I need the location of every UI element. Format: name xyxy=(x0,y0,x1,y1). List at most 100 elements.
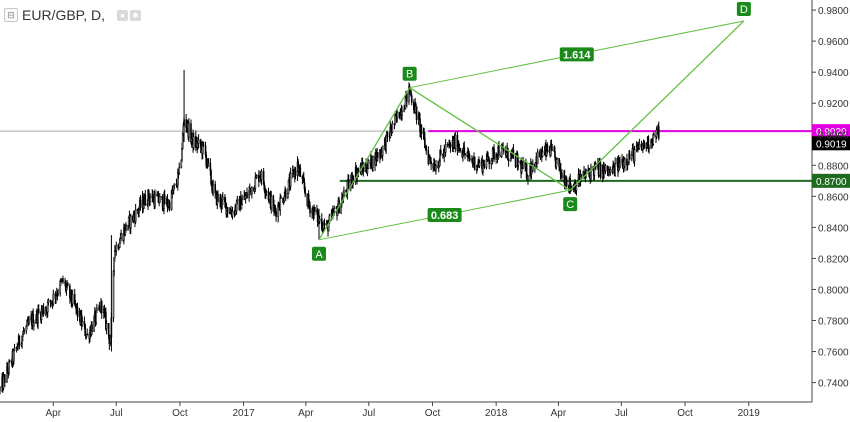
candle-body xyxy=(638,143,641,149)
candle-body xyxy=(420,125,423,134)
candle-body xyxy=(107,322,110,336)
candle-body xyxy=(536,151,539,164)
y-tick-label: 0.8200 xyxy=(818,254,849,265)
y-tick-label: 0.9400 xyxy=(818,68,849,79)
y-tick-label: 0.8800 xyxy=(818,161,849,172)
candle-body xyxy=(648,147,650,150)
candle-body xyxy=(139,199,142,208)
candle-body xyxy=(604,165,607,172)
x-tick-label: 2017 xyxy=(232,408,255,419)
candle-body xyxy=(599,163,602,178)
point-label: D xyxy=(740,4,748,16)
candle-body xyxy=(366,168,369,174)
candle-body xyxy=(396,111,398,119)
candle-body xyxy=(444,144,447,153)
candle-body xyxy=(231,210,234,217)
chart-header: ⊟ EUR/GBP, D, ● ✱ xyxy=(4,6,141,24)
candle-body xyxy=(347,179,350,189)
candle-body xyxy=(188,123,190,138)
candle-body xyxy=(4,374,6,383)
candle-body xyxy=(517,160,520,166)
candle-body xyxy=(37,309,40,313)
candle-body xyxy=(401,111,403,116)
point-badge xyxy=(402,66,417,81)
candle-body xyxy=(120,233,122,239)
candle-body xyxy=(473,156,476,170)
candle-body xyxy=(33,322,35,326)
candle-body xyxy=(415,106,418,121)
candle-body xyxy=(309,205,311,214)
collapse-icon[interactable]: ⊟ xyxy=(4,8,18,22)
candle-body xyxy=(287,193,289,199)
candle-body xyxy=(254,177,257,190)
candle-body xyxy=(323,223,326,226)
point-label: A xyxy=(315,249,323,261)
candle-body xyxy=(26,320,28,327)
candle-body xyxy=(71,294,74,305)
candle-body xyxy=(129,215,132,229)
settings-icon[interactable]: ✱ xyxy=(130,9,141,21)
candle-body xyxy=(52,293,55,305)
point-label: C xyxy=(566,199,574,211)
candle-body xyxy=(76,307,79,317)
candle-body xyxy=(202,142,205,146)
x-tick-label: Jul xyxy=(362,408,375,419)
candle-body xyxy=(181,147,183,161)
candle-body xyxy=(454,135,457,149)
last-price-label: 0.9019 xyxy=(816,139,847,150)
candle-body xyxy=(410,95,413,103)
last-price-tag xyxy=(812,136,850,151)
candle-body xyxy=(294,170,297,176)
axis-labels: 0.7400 0.7600 0.7800 0.8000 0.8200 0.8400 0.86… xyxy=(46,6,850,419)
candle-body xyxy=(62,278,64,283)
pattern-leg xyxy=(318,87,411,241)
candle-body xyxy=(541,151,544,157)
candle-body xyxy=(197,139,200,144)
candle-body xyxy=(507,159,510,162)
candle-body xyxy=(463,147,466,154)
candle-body xyxy=(394,114,396,125)
candle-body xyxy=(144,194,147,206)
candle-body xyxy=(425,146,428,151)
candle-body xyxy=(185,119,187,129)
point-badge xyxy=(312,246,327,261)
candle-body xyxy=(13,347,16,351)
candle-body xyxy=(178,166,181,174)
candle-body xyxy=(430,161,432,165)
candle-body xyxy=(23,330,26,333)
candle-body xyxy=(653,133,655,136)
candle-body xyxy=(512,149,515,156)
candle-body xyxy=(127,216,130,226)
candle-body xyxy=(464,152,466,156)
candle-body xyxy=(125,224,127,231)
candle-body xyxy=(134,209,137,222)
candle-body xyxy=(222,197,224,201)
candle-body xyxy=(546,144,549,152)
candle-body xyxy=(493,148,495,160)
eye-icon[interactable]: ● xyxy=(117,9,128,21)
y-tick-label: 0.9000 xyxy=(818,130,849,141)
x-tick-label: Jul xyxy=(615,408,628,419)
candle-body xyxy=(565,179,568,187)
level-tag xyxy=(812,124,850,139)
x-tick-label: Oct xyxy=(425,408,441,419)
candle-body xyxy=(483,164,486,168)
pattern-leg xyxy=(569,20,745,191)
candle-body xyxy=(554,151,556,158)
symbol-title: EUR/GBP, D, xyxy=(22,7,105,23)
candle-body xyxy=(439,150,442,155)
y-tick-label: 0.8000 xyxy=(818,285,849,296)
candle-body xyxy=(115,244,118,252)
candle-body xyxy=(236,198,239,202)
candle-body xyxy=(657,126,660,139)
candle-body xyxy=(8,361,10,374)
candle-body xyxy=(81,321,84,327)
candle-body xyxy=(415,103,417,107)
candle-body xyxy=(391,123,394,133)
candle-body xyxy=(624,158,626,167)
y-tick-label: 0.7400 xyxy=(818,379,849,390)
candle-body xyxy=(100,300,103,313)
y-tick-label: 0.8400 xyxy=(818,223,849,234)
x-tick-label: Oct xyxy=(677,408,693,419)
